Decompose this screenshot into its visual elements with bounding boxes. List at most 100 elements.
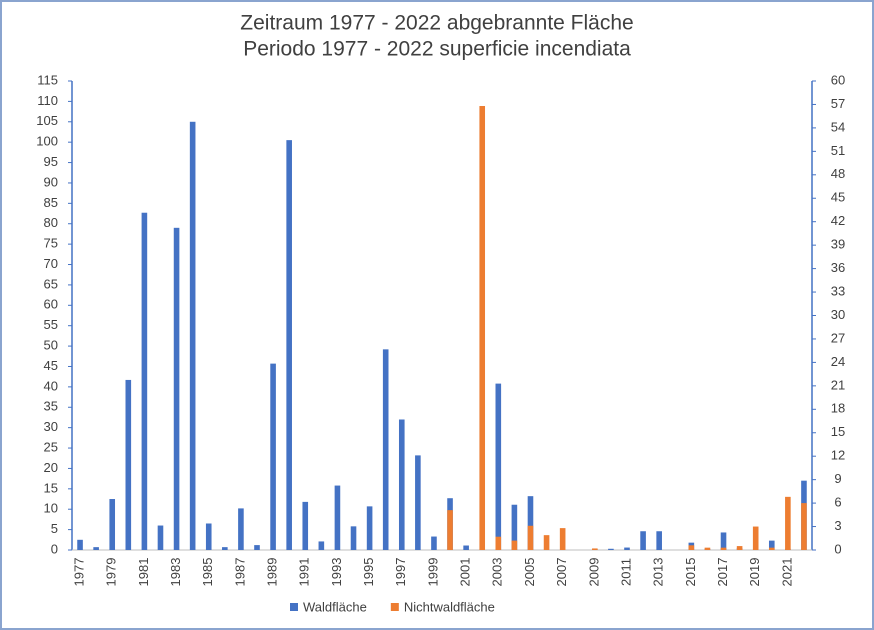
y2-tick-label: 33 [831, 283, 845, 298]
y-tick-label: 15 [44, 480, 58, 495]
x-tick-label: 2015 [683, 558, 698, 587]
bar [479, 106, 486, 550]
bar [495, 536, 502, 550]
y-tick-label: 45 [44, 358, 58, 373]
bar [286, 140, 292, 551]
chart-title: Zeitraum 1977 - 2022 abgebrannte Fläche [240, 12, 633, 35]
legend-swatch [390, 603, 399, 611]
legend-label: Waldfläche [303, 599, 367, 614]
y2-tick-label: 12 [831, 448, 845, 463]
bar [495, 383, 502, 550]
y-tick-label: 55 [44, 317, 58, 332]
y-tick-label: 105 [36, 113, 58, 128]
x-tick-label: 1985 [200, 558, 215, 587]
bar [720, 532, 727, 550]
x-tick-label: 1993 [329, 558, 344, 587]
x-tick-label: 1989 [265, 558, 280, 587]
legend-label: Nichtwaldfläche [404, 599, 495, 614]
bar [238, 508, 244, 550]
y2-tick-label: 6 [834, 495, 841, 510]
bar [431, 536, 437, 550]
bar [173, 227, 180, 551]
bar [785, 496, 791, 550]
bar [736, 546, 743, 550]
x-tick-label: 1997 [393, 558, 408, 587]
bar [559, 528, 566, 550]
y2-tick-label: 21 [831, 377, 845, 392]
y-tick-label: 100 [36, 134, 58, 149]
y2-tick-label: 45 [831, 190, 845, 205]
bar [157, 525, 164, 550]
y-tick-label: 85 [44, 195, 58, 210]
x-tick-label: 2019 [747, 558, 762, 587]
bar [463, 545, 469, 550]
bar [366, 506, 373, 550]
y2-tick-label: 42 [831, 213, 845, 228]
y-tick-label: 25 [44, 439, 58, 454]
bar [752, 526, 759, 550]
x-tick-label: 1979 [104, 558, 119, 587]
y2-tick-label: 27 [831, 330, 845, 345]
bar [592, 548, 598, 550]
x-tick-label: 2005 [522, 558, 537, 587]
bar [511, 540, 518, 550]
x-tick-label: 1999 [425, 558, 440, 587]
y-tick-label: 20 [44, 460, 58, 475]
bar [801, 503, 807, 550]
y2-tick-label: 3 [834, 518, 841, 533]
y-tick-label: 80 [44, 215, 58, 230]
y2-tick-label: 36 [831, 260, 845, 275]
x-tick-label: 1981 [136, 558, 151, 587]
x-tick-label: 2001 [458, 558, 473, 587]
bar [624, 547, 630, 550]
y-tick-label: 35 [44, 399, 58, 414]
x-tick-label: 2009 [586, 558, 601, 587]
y2-tick-label: 18 [831, 401, 845, 416]
legend-swatch [290, 603, 298, 611]
bar [318, 541, 325, 550]
bar [125, 379, 132, 550]
bar [415, 455, 421, 550]
y2-tick-label: 48 [831, 166, 845, 181]
x-tick-label: 2021 [779, 558, 794, 587]
y2-tick-label: 60 [831, 72, 845, 87]
bar [656, 531, 662, 550]
y2-tick-label: 39 [831, 237, 845, 252]
y-tick-label: 0 [51, 541, 58, 556]
bar [93, 547, 99, 550]
bar [720, 547, 727, 550]
y-tick-label: 75 [44, 236, 58, 251]
y2-tick-label: 0 [834, 541, 841, 556]
bar [302, 501, 309, 550]
bar [608, 548, 614, 550]
bar [447, 510, 453, 550]
x-tick-label: 1991 [297, 558, 312, 587]
y2-tick-label: 30 [831, 307, 845, 322]
y2-tick-label: 51 [831, 143, 845, 158]
bar [334, 485, 341, 550]
bar [141, 212, 148, 550]
x-tick-label: 1995 [361, 558, 376, 587]
y-tick-label: 50 [44, 338, 58, 353]
y-tick-label: 65 [44, 276, 58, 291]
y2-tick-label: 15 [831, 424, 845, 439]
x-tick-label: 2011 [618, 558, 633, 586]
y2-tick-label: 57 [831, 96, 845, 111]
bar [640, 531, 646, 550]
bar [382, 349, 389, 550]
bar [511, 504, 518, 550]
bar [768, 547, 775, 550]
y2-tick-label: 9 [834, 471, 841, 486]
bar [270, 363, 276, 550]
x-tick-label: 2007 [554, 558, 569, 587]
y-tick-label: 30 [44, 419, 58, 434]
y2-tick-label: 24 [831, 354, 845, 369]
x-tick-label: 2003 [490, 558, 505, 587]
bar [688, 545, 695, 550]
bar [543, 535, 550, 550]
bar [704, 547, 711, 550]
bar [109, 499, 116, 550]
bar [398, 419, 405, 550]
